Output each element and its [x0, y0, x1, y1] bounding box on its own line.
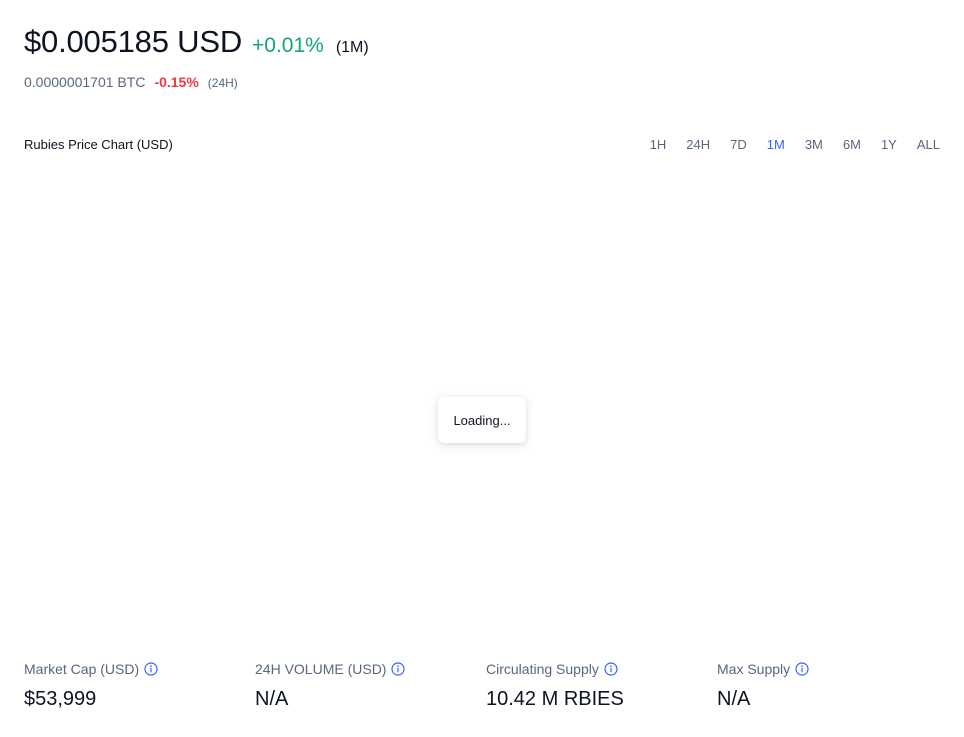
info-icon[interactable]	[795, 662, 809, 676]
range-tab-1h[interactable]: 1H	[649, 137, 667, 152]
stat-market-cap: Market Cap (USD) $53,999	[24, 661, 255, 711]
range-tab-7d[interactable]: 7D	[730, 137, 747, 152]
stat-label: Circulating Supply	[486, 661, 599, 677]
stat-label: Market Cap (USD)	[24, 661, 140, 677]
stat-value: $53,999	[24, 688, 97, 710]
range-tab-6m[interactable]: 6M	[842, 137, 861, 152]
range-tab-all[interactable]: ALL	[916, 137, 940, 152]
chart-title: Rubies Price Chart (USD)	[24, 137, 173, 152]
info-icon[interactable]	[144, 662, 158, 676]
price-btc: 0.0000001701 BTC	[24, 74, 146, 90]
info-icon[interactable]	[604, 662, 618, 676]
stat-24h-volume: 24H VOLUME (USD) N/A	[255, 661, 486, 711]
info-icon[interactable]	[391, 662, 406, 676]
stat-value: N/A	[255, 688, 289, 710]
stat-label: Max Supply	[717, 661, 791, 677]
range-tab-1m[interactable]: 1M	[766, 137, 785, 152]
stat-max-supply: Max Supply N/A	[717, 661, 948, 711]
range-tab-24h[interactable]: 24H	[686, 137, 711, 152]
stat-value: N/A	[717, 688, 751, 710]
range-tabs: 1H 24H 7D 1M 3M 6M 1Y ALL	[630, 137, 940, 152]
btc-change-period: (24H)	[207, 76, 238, 90]
btc-price-row: 0.0000001701 BTC -0.15% (24H)	[24, 74, 238, 90]
stats-row: Market Cap (USD) $53,999 24H VOLUME (USD…	[24, 661, 948, 711]
stat-value: 10.42 M RBIES	[486, 688, 624, 710]
chart-loading-indicator: Loading...	[438, 397, 526, 443]
range-tab-3m[interactable]: 3M	[804, 137, 823, 152]
price-header: $0.005185 USD +0.01% (1M)	[24, 24, 369, 60]
stat-label: 24H VOLUME (USD)	[255, 661, 387, 677]
price-change-period: (1M)	[335, 39, 369, 56]
stat-circulating-supply: Circulating Supply 10.42 M RBIES	[486, 661, 717, 711]
price-usd: $0.005185 USD	[24, 24, 243, 59]
price-change-percent: +0.01%	[252, 34, 324, 57]
range-tab-1y[interactable]: 1Y	[880, 137, 897, 152]
btc-change-percent: -0.15%	[154, 74, 199, 90]
